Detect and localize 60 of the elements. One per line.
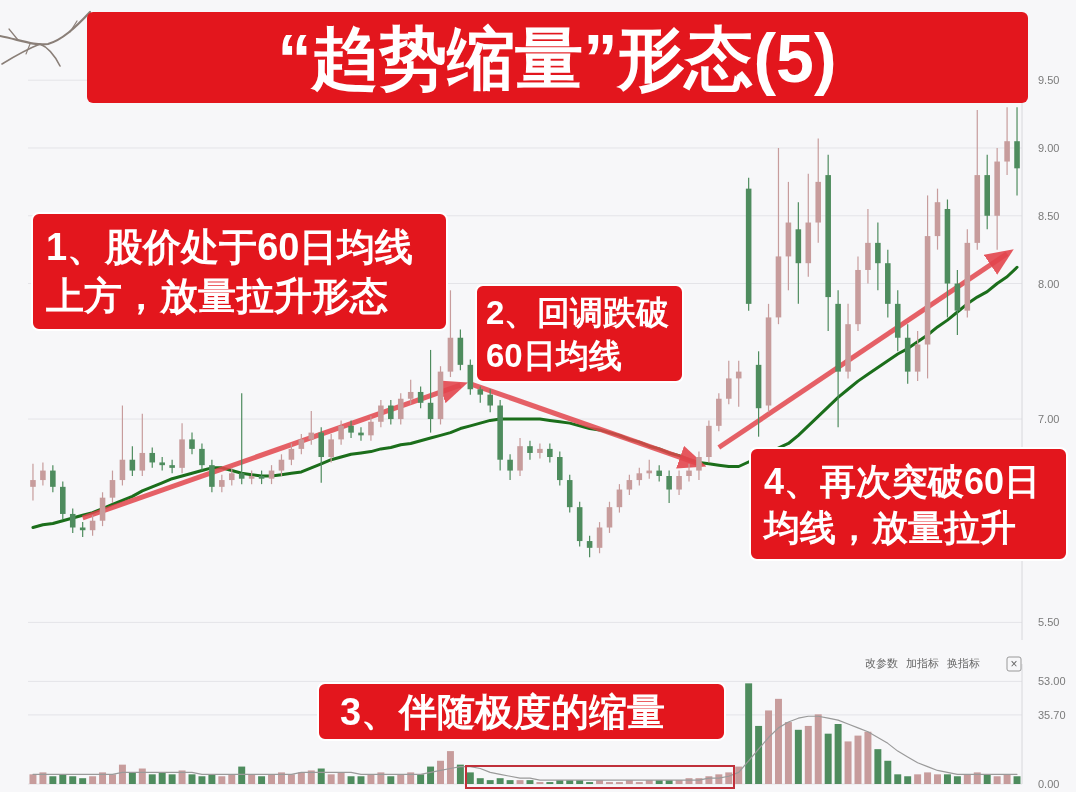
candlestick	[298, 433, 305, 455]
candlestick	[725, 360, 732, 405]
y-tick-label: 0.00	[1038, 778, 1060, 790]
candlestick	[507, 453, 513, 481]
candlestick	[209, 459, 215, 493]
candlestick	[1004, 106, 1010, 176]
candlestick	[149, 446, 156, 469]
candlestick	[407, 379, 414, 405]
candlestick	[686, 463, 692, 483]
candlestick	[547, 442, 553, 464]
candlestick	[875, 221, 881, 291]
candlestick	[586, 535, 593, 558]
candlestick	[417, 385, 424, 409]
annotation: 3、伴随极度的缩量	[340, 690, 666, 733]
y-tick-label: 35.70	[1038, 708, 1066, 721]
candlestick	[189, 432, 195, 455]
candlestick	[338, 419, 344, 446]
annotation: 2、回调跌破60日均线	[486, 293, 670, 374]
candlestick	[537, 442, 543, 459]
chart-title: “趋势缩量”形态(5)	[277, 19, 837, 96]
candlestick	[487, 388, 493, 413]
menu-label: 换指标	[946, 657, 980, 669]
y-tick-label: 7.00	[1038, 413, 1060, 426]
candlestick	[397, 392, 404, 426]
candlestick	[169, 459, 175, 474]
candlestick	[278, 453, 285, 477]
candlestick	[557, 451, 563, 487]
y-tick-label: 8.50	[1038, 209, 1060, 222]
candlestick	[30, 463, 36, 501]
candlestick	[378, 399, 384, 428]
candlestick	[238, 392, 245, 485]
candlestick	[676, 469, 682, 496]
candlestick	[288, 442, 295, 466]
y-tick-label: 53.00	[1038, 675, 1066, 688]
candlestick	[328, 433, 334, 464]
candlestick	[348, 419, 354, 439]
candlestick	[69, 507, 76, 534]
candlestick	[626, 474, 633, 496]
candlestick	[696, 451, 702, 481]
y-tick-label: 9.00	[1038, 142, 1060, 154]
candlestick	[109, 469, 116, 504]
candlestick	[40, 461, 46, 487]
candlestick	[527, 440, 533, 461]
annotation: 1、股价处于60日均线上方，放量拉升形态	[46, 225, 414, 318]
candlestick	[139, 413, 146, 477]
y-tick-label: 5.50	[1038, 616, 1060, 629]
candlestick	[388, 399, 394, 426]
close-button-label: ×	[1010, 657, 1018, 671]
annotation: 4、再次突破60日均线，放量拉升	[762, 460, 1041, 548]
candlestick	[199, 442, 205, 472]
y-tick-label: 8.00	[1038, 277, 1060, 290]
y-tick-label: 9.50	[1038, 74, 1060, 87]
candlestick	[666, 469, 672, 504]
menu-label: 改参数	[864, 657, 898, 669]
menu-label: 加指标	[905, 657, 939, 669]
candlestick	[99, 491, 106, 527]
candlestick	[368, 415, 374, 442]
candlestick	[50, 464, 56, 493]
candlestick	[606, 501, 613, 534]
candlestick	[129, 445, 136, 477]
